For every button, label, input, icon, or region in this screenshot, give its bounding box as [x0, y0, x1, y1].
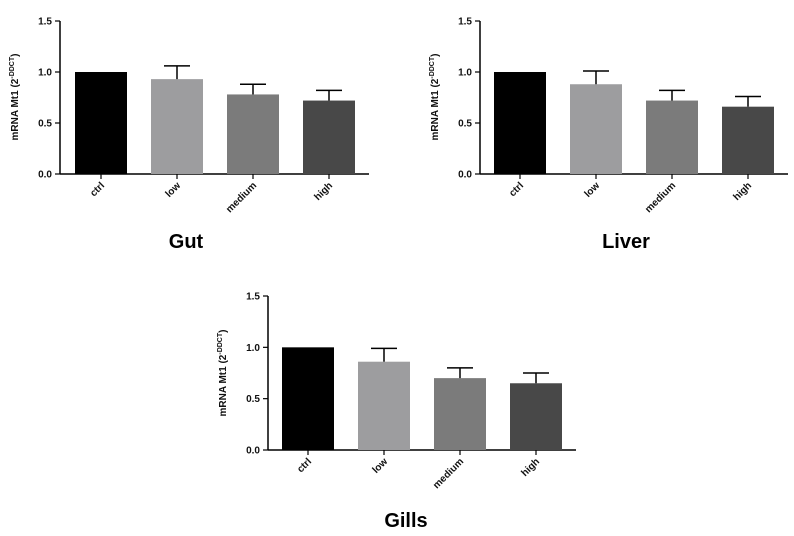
x-tick-label-high: high: [731, 180, 754, 203]
y-axis-label-close: ): [430, 54, 441, 57]
chart-panel-liver: 0.0 0.5 1.0 1.5 mRNA Mt1 (2-DDCT) ctrl low medi…: [429, 17, 788, 253]
x-tick-label-low: low: [583, 180, 603, 200]
bar-medium: [646, 100, 698, 174]
panel-title: Liver: [602, 231, 650, 253]
x-tick-label-high: high: [519, 456, 542, 479]
y-tick-label: 1.5: [458, 17, 472, 28]
bar-high: [722, 106, 774, 174]
bar-low: [151, 79, 203, 174]
y-axis-label-main: mRNA Mt1 (2: [218, 354, 229, 416]
x-tick-label-low: low: [164, 180, 184, 200]
bar-ctrl: [75, 72, 127, 174]
x-tick-label-medium: medium: [224, 180, 259, 215]
bar-medium: [227, 94, 279, 174]
x-tick-label-high: high: [312, 180, 335, 203]
y-axis-label-superscript: -DDCT: [429, 56, 436, 78]
y-axis-label: mRNA Mt1 (2-DDCT): [217, 330, 229, 417]
y-tick-label: 0.5: [38, 119, 52, 130]
y-tick-label: 1.0: [458, 68, 472, 79]
x-tick-label-ctrl: ctrl: [88, 180, 107, 199]
y-tick-label: 0.0: [458, 170, 472, 181]
y-tick-label: 0.0: [246, 446, 260, 457]
bar-ctrl: [494, 72, 546, 174]
bar-low: [358, 361, 410, 450]
y-tick-label: 0.5: [458, 119, 472, 130]
y-tick-label: 1.0: [246, 343, 260, 354]
y-axis-label: mRNA Mt1 (2-DDCT): [9, 54, 21, 141]
x-tick-label-ctrl: ctrl: [295, 456, 314, 475]
x-tick-label-medium: medium: [431, 456, 466, 491]
panel-title: Gut: [169, 231, 204, 253]
y-axis-label-main: mRNA Mt1 (2: [430, 78, 441, 140]
y-axis-label-main: mRNA Mt1 (2: [10, 78, 21, 140]
x-tick-label-low: low: [371, 456, 391, 476]
y-axis-label-close: ): [218, 330, 229, 333]
y-tick-label: 0.0: [38, 170, 52, 181]
y-axis-label-superscript: -DDCT: [217, 332, 224, 354]
y-tick-label: 1.5: [38, 17, 52, 28]
chart-panel-gills: 0.0 0.5 1.0 1.5 mRNA Mt1 (2-DDCT) ctrl low medi…: [217, 292, 576, 532]
bar-high: [510, 383, 562, 450]
chart-panel-gut: 0.0 0.5 1.0 1.5 mRNA Mt1 (2-DDCT) ctrl low medi…: [9, 17, 369, 253]
bar-low: [570, 84, 622, 174]
bar-medium: [434, 378, 486, 450]
y-tick-label: 1.0: [38, 68, 52, 79]
panel-title: Gills: [384, 510, 427, 532]
bar-high: [303, 100, 355, 174]
y-axis-label: mRNA Mt1 (2-DDCT): [429, 54, 441, 141]
y-axis-label-close: ): [10, 54, 21, 57]
x-tick-label-medium: medium: [643, 180, 678, 215]
y-axis-label-superscript: -DDCT: [9, 56, 16, 78]
x-tick-label-ctrl: ctrl: [507, 180, 526, 199]
bar-ctrl: [282, 347, 334, 450]
y-tick-label: 0.5: [246, 394, 260, 405]
y-tick-label: 1.5: [246, 292, 260, 303]
